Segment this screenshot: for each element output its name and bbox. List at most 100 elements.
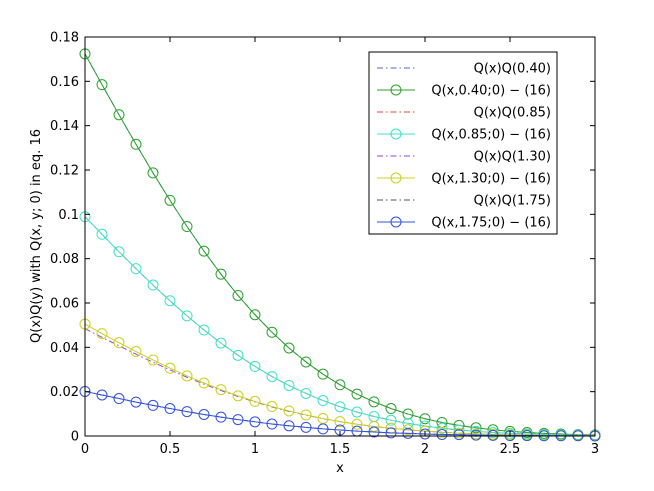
data-point <box>113 393 125 405</box>
data-point <box>147 167 159 179</box>
data-point <box>300 387 312 399</box>
data-point <box>215 384 227 396</box>
data-point <box>113 337 125 349</box>
data-point <box>283 379 295 391</box>
legend-label: Q(x,0.40;0) − (16) <box>431 84 551 99</box>
data-point <box>317 395 329 407</box>
y-tick-label: 0.16 <box>50 75 79 90</box>
data-point <box>334 401 346 413</box>
data-point <box>266 418 278 430</box>
data-point <box>470 422 482 434</box>
data-point <box>419 428 431 440</box>
data-point <box>232 349 244 361</box>
data-point <box>419 413 431 425</box>
data-point <box>232 390 244 402</box>
data-point <box>283 420 295 432</box>
data-point <box>249 309 261 321</box>
y-tick-label: 0.18 <box>50 31 79 46</box>
data-point <box>385 427 397 439</box>
x-tick-label: 3 <box>591 442 599 457</box>
data-point <box>232 414 244 426</box>
data-point <box>198 377 210 389</box>
data-point <box>385 414 397 426</box>
y-tick-label: 0.02 <box>50 385 79 400</box>
data-point <box>402 427 414 439</box>
data-point <box>215 268 227 280</box>
data-point <box>351 418 363 430</box>
data-point <box>249 416 261 428</box>
data-point <box>436 428 448 440</box>
data-point <box>147 354 159 366</box>
data-point <box>283 405 295 417</box>
legend-label: Q(x,1.75;0) − (16) <box>431 216 551 231</box>
data-point <box>164 362 176 374</box>
data-point <box>487 424 499 436</box>
data-point <box>266 401 278 413</box>
legend-box <box>368 51 558 235</box>
x-axis-label: x <box>336 461 344 476</box>
data-point <box>300 421 312 433</box>
data-point <box>300 409 312 421</box>
data-point <box>300 356 312 368</box>
data-point <box>198 245 210 257</box>
y-tick-label: 0 <box>71 430 79 445</box>
legend-label: Q(x,0.85;0) − (16) <box>431 128 551 143</box>
data-point <box>130 138 142 150</box>
data-point <box>266 326 278 338</box>
x-tick-label: 1 <box>251 442 259 457</box>
data-point <box>198 324 210 336</box>
data-point <box>368 420 380 432</box>
data-point <box>130 396 142 408</box>
data-point <box>453 429 465 441</box>
y-tick-label: 0.1 <box>58 208 79 223</box>
data-point <box>215 337 227 349</box>
data-point <box>487 429 499 441</box>
x-tick-label: 2 <box>421 442 429 457</box>
y-tick-label: 0.14 <box>50 119 79 134</box>
data-point <box>266 371 278 383</box>
legend-marker <box>390 128 402 140</box>
data-point <box>351 406 363 418</box>
y-tick-label: 0.12 <box>50 164 79 179</box>
legend-label: Q(x)Q(0.85) <box>474 106 551 121</box>
data-point <box>130 263 142 275</box>
data-point <box>436 422 448 434</box>
legend-label: Q(x,1.30;0) − (16) <box>431 172 551 187</box>
y-axis-label: Q(x)Q(y) with Q(x, y; 0) in eq. 16 <box>29 129 44 343</box>
data-point <box>334 416 346 428</box>
data-point <box>181 406 193 418</box>
data-point <box>351 388 363 400</box>
data-point <box>181 221 193 233</box>
data-point <box>334 379 346 391</box>
data-point <box>181 370 193 382</box>
legend-label: Q(x)Q(1.30) <box>474 150 551 165</box>
data-point <box>96 228 108 240</box>
data-point <box>470 429 482 441</box>
ticks: 0 0.5 1 1.5 2 2.5 3 0 0.02 0.04 0.06 0.08 0.1 0.12 0.1… <box>50 31 599 458</box>
data-point <box>368 396 380 408</box>
data-point <box>181 310 193 322</box>
data-point <box>317 423 329 435</box>
data-point <box>96 389 108 401</box>
x-tick-label: 1.5 <box>330 442 351 457</box>
legend-marker <box>390 216 402 228</box>
data-point <box>215 411 227 423</box>
legend-marker <box>390 172 402 184</box>
legend-label: Q(x)Q(1.75) <box>474 194 551 209</box>
data-point <box>164 194 176 206</box>
data-point <box>368 426 380 438</box>
legend: Q(x)Q(0.40) Q(x,0.40;0) − (16) Q(x)Q(0.85)… <box>368 51 558 235</box>
data-point <box>402 408 414 420</box>
data-point <box>198 408 210 420</box>
data-point <box>283 342 295 354</box>
data-point <box>130 346 142 358</box>
data-point <box>164 403 176 415</box>
data-point <box>113 246 125 258</box>
y-tick-label: 0.06 <box>50 297 79 312</box>
data-point <box>147 399 159 411</box>
data-point <box>113 109 125 121</box>
data-point <box>164 295 176 307</box>
data-point <box>96 328 108 340</box>
data-point <box>232 289 244 301</box>
data-point <box>317 368 329 380</box>
